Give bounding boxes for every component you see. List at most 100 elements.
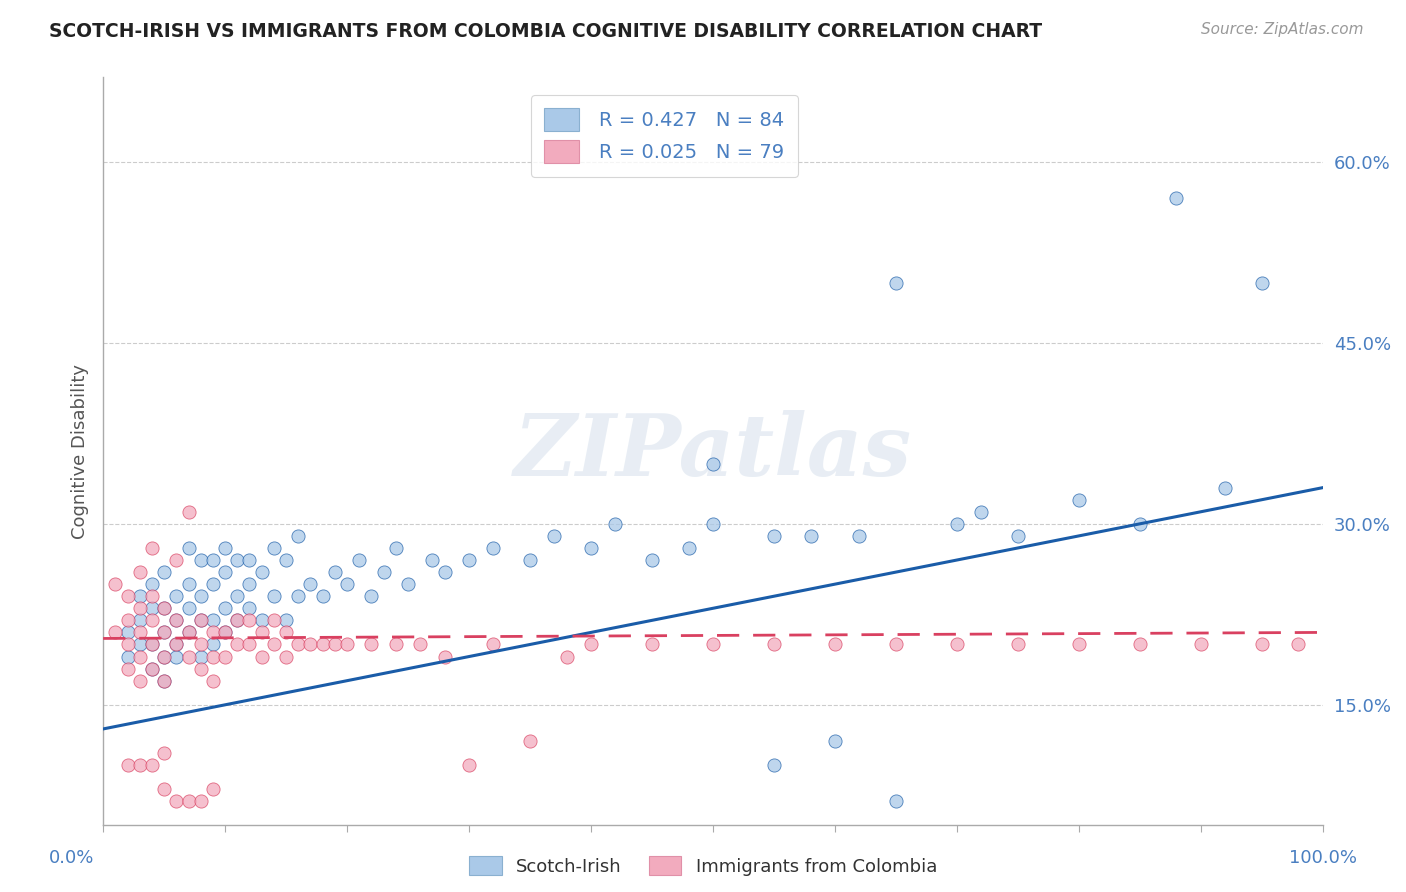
- Point: [165, 638, 187, 652]
- Point: [946, 638, 969, 652]
- Point: [214, 649, 236, 664]
- Text: 100.0%: 100.0%: [1289, 849, 1357, 867]
- Point: [104, 625, 127, 640]
- Point: [458, 553, 481, 567]
- Point: [117, 589, 139, 603]
- Point: [409, 638, 432, 652]
- Point: [274, 625, 297, 640]
- Point: [214, 625, 236, 640]
- Point: [201, 782, 224, 797]
- Point: [1007, 529, 1029, 543]
- Point: [884, 638, 907, 652]
- Point: [1213, 481, 1236, 495]
- Legend: R = 0.427   N = 84, R = 0.025   N = 79: R = 0.427 N = 84, R = 0.025 N = 79: [531, 95, 797, 177]
- Point: [250, 649, 273, 664]
- Point: [165, 794, 187, 808]
- Point: [250, 613, 273, 627]
- Point: [190, 613, 212, 627]
- Point: [177, 625, 200, 640]
- Point: [579, 541, 602, 555]
- Point: [226, 553, 249, 567]
- Point: [641, 638, 664, 652]
- Point: [190, 794, 212, 808]
- Point: [141, 613, 163, 627]
- Point: [762, 758, 785, 772]
- Point: [287, 638, 309, 652]
- Point: [226, 589, 249, 603]
- Point: [385, 638, 408, 652]
- Point: [128, 613, 150, 627]
- Point: [1166, 191, 1188, 205]
- Point: [336, 638, 359, 652]
- Point: [128, 589, 150, 603]
- Y-axis label: Cognitive Disability: Cognitive Disability: [72, 364, 89, 539]
- Point: [141, 589, 163, 603]
- Point: [605, 516, 627, 531]
- Legend: Scotch-Irish, Immigrants from Colombia: Scotch-Irish, Immigrants from Colombia: [461, 849, 945, 883]
- Point: [238, 601, 260, 615]
- Point: [1189, 638, 1212, 652]
- Point: [311, 589, 333, 603]
- Text: ZIPatlas: ZIPatlas: [513, 409, 912, 493]
- Point: [226, 613, 249, 627]
- Point: [579, 638, 602, 652]
- Point: [177, 577, 200, 591]
- Point: [165, 613, 187, 627]
- Point: [1067, 492, 1090, 507]
- Point: [238, 613, 260, 627]
- Text: 0.0%: 0.0%: [49, 849, 94, 867]
- Point: [153, 649, 176, 664]
- Point: [201, 625, 224, 640]
- Point: [141, 758, 163, 772]
- Point: [543, 529, 565, 543]
- Point: [177, 794, 200, 808]
- Point: [141, 577, 163, 591]
- Point: [1286, 638, 1309, 652]
- Point: [1129, 638, 1152, 652]
- Point: [824, 638, 846, 652]
- Point: [1250, 638, 1272, 652]
- Point: [190, 638, 212, 652]
- Point: [263, 541, 285, 555]
- Point: [1067, 638, 1090, 652]
- Point: [263, 638, 285, 652]
- Point: [128, 649, 150, 664]
- Point: [323, 565, 346, 579]
- Point: [117, 662, 139, 676]
- Point: [884, 794, 907, 808]
- Point: [153, 673, 176, 688]
- Point: [250, 625, 273, 640]
- Point: [165, 613, 187, 627]
- Point: [946, 516, 969, 531]
- Point: [190, 649, 212, 664]
- Point: [201, 673, 224, 688]
- Point: [238, 577, 260, 591]
- Point: [141, 601, 163, 615]
- Point: [201, 638, 224, 652]
- Point: [482, 638, 505, 652]
- Point: [165, 638, 187, 652]
- Point: [214, 625, 236, 640]
- Point: [373, 565, 395, 579]
- Point: [1250, 276, 1272, 290]
- Point: [762, 638, 785, 652]
- Point: [396, 577, 419, 591]
- Point: [458, 758, 481, 772]
- Point: [165, 553, 187, 567]
- Point: [201, 613, 224, 627]
- Point: [238, 638, 260, 652]
- Point: [128, 625, 150, 640]
- Point: [519, 553, 541, 567]
- Point: [263, 613, 285, 627]
- Point: [141, 638, 163, 652]
- Point: [970, 505, 993, 519]
- Point: [274, 649, 297, 664]
- Point: [201, 649, 224, 664]
- Point: [153, 746, 176, 760]
- Point: [165, 589, 187, 603]
- Point: [201, 553, 224, 567]
- Point: [555, 649, 578, 664]
- Point: [238, 553, 260, 567]
- Point: [117, 758, 139, 772]
- Point: [323, 638, 346, 652]
